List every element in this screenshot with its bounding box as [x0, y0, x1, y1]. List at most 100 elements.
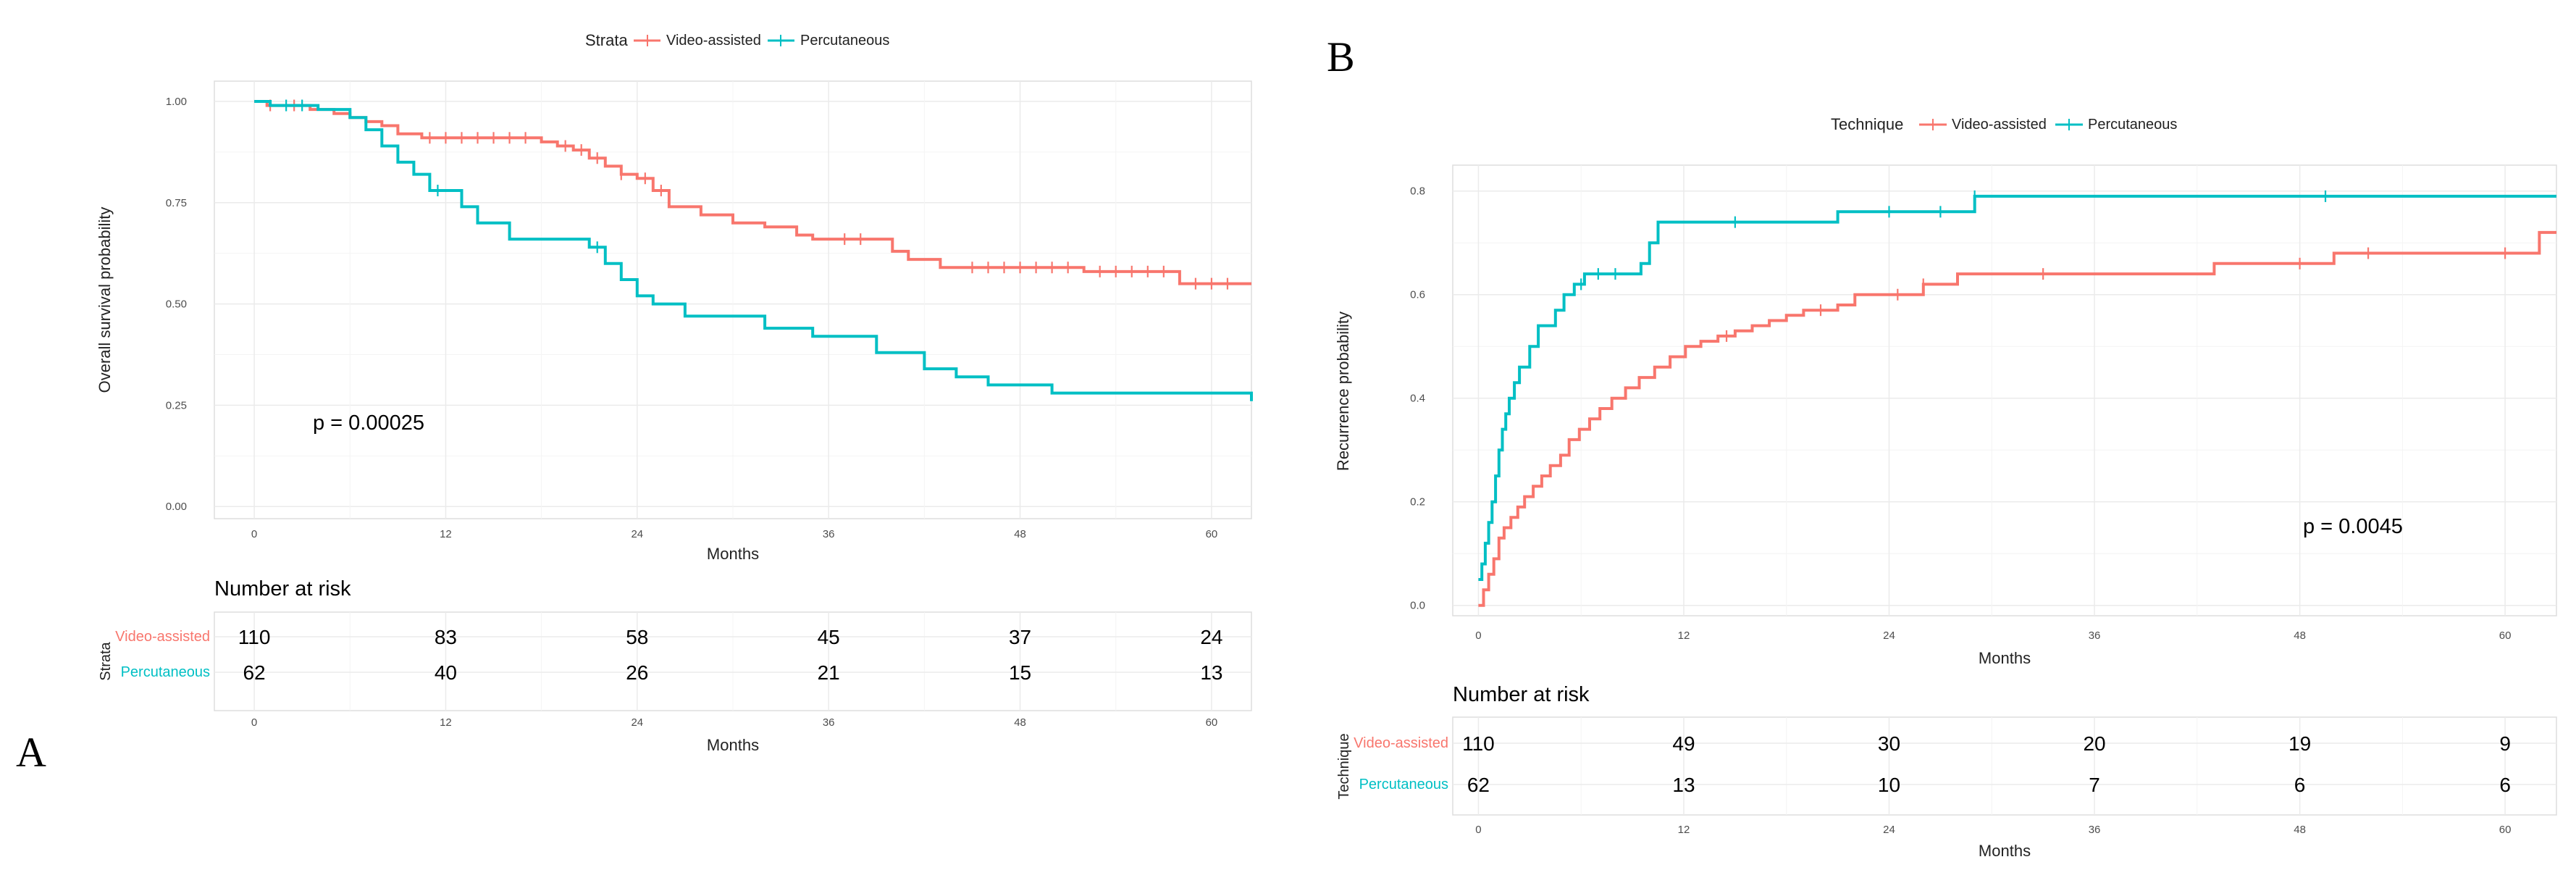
series-b	[1478, 190, 2556, 607]
risk-count: 37	[1009, 626, 1031, 648]
risk-count: 15	[1009, 661, 1031, 684]
y-tick-label: 0.25	[166, 399, 187, 411]
y-axis-label-a: Overall survival probability	[96, 207, 114, 393]
risk-count: 62	[1467, 774, 1490, 796]
risk-count: 10	[1878, 774, 1900, 796]
risk-row-name: Percutaneous	[1359, 777, 1448, 792]
x-tick-label: 60	[2499, 629, 2512, 642]
risk-count: 49	[1672, 732, 1695, 755]
risk-count: 21	[818, 661, 840, 684]
p-value-a: p = 0.00025	[313, 411, 424, 435]
legend-entry-video-b: Video-assisted	[1952, 117, 2047, 133]
risk-table-a: Video-assisted 110 83 58 45 37 24 Percutaneous 6…	[115, 612, 1251, 729]
x-tick-label: 12	[1678, 629, 1690, 642]
risk-count: 58	[626, 626, 648, 648]
legend-entry-perc-a: Percutaneous	[800, 33, 889, 49]
risk-x-axis-label-a: Months	[707, 736, 759, 754]
x-tick-label: 48	[2294, 629, 2306, 642]
risk-x-tick-label: 0	[251, 716, 257, 729]
risk-table-panel-b	[1452, 716, 2557, 816]
risk-x-tick-label: 24	[1883, 824, 1895, 836]
x-tick-label: 0	[251, 528, 257, 540]
risk-count: 26	[626, 661, 648, 684]
risk-x-tick-label: 36	[823, 716, 835, 729]
gridlines-a	[214, 81, 1251, 519]
risk-x-tick-label: 36	[2089, 824, 2101, 836]
y-tick-label: 0.75	[166, 197, 187, 209]
risk-row-name: Video-assisted	[1354, 735, 1448, 751]
risk-x-tick-label: 48	[2294, 824, 2306, 836]
series-line	[1478, 194, 2556, 581]
x-axis-label-a: Months	[707, 545, 759, 563]
x-tick-label: 24	[1883, 629, 1895, 642]
risk-count: 7	[2089, 774, 2100, 796]
risk-x-tick-label: 12	[1678, 824, 1690, 836]
risk-x-tick-label: 60	[2499, 824, 2512, 836]
y-tick-label: 0.00	[166, 501, 187, 513]
gridlines-b	[1453, 165, 2556, 616]
x-tick-label: 60	[1206, 528, 1218, 540]
risk-count: 19	[2288, 732, 2311, 755]
y-tick-label: 0.8	[1410, 185, 1425, 198]
y-tick-label: 0.4	[1410, 393, 1425, 405]
x-tick-label: 36	[2089, 629, 2101, 642]
y-tick-label: 0.6	[1410, 289, 1425, 301]
y-tick-label: 0.2	[1410, 496, 1425, 509]
series-line	[254, 100, 1253, 401]
risk-count: 30	[1878, 732, 1900, 755]
risk-strata-label-b: Technique	[1336, 733, 1352, 799]
panel-b: B Technique Video-assisted Percutaneous …	[1327, 33, 2557, 860]
legend-entry-video-a: Video-assisted	[666, 33, 761, 49]
risk-count: 9	[2499, 732, 2511, 755]
legend-title-b: Technique	[1831, 115, 1903, 133]
x-tick-label: 24	[631, 528, 643, 540]
panel-label-a: A	[16, 729, 46, 776]
y-ticks-b: 0.0 0.2 0.4 0.6 0.8	[1410, 185, 1425, 612]
risk-count: 13	[1200, 661, 1222, 684]
risk-count: 62	[243, 661, 265, 684]
risk-count: 110	[1462, 732, 1495, 755]
legend-a: Strata Video-assisted Percutaneous	[585, 31, 889, 49]
y-axis-label-b: Recurrence probability	[1334, 311, 1352, 471]
x-tick-label: 12	[440, 528, 452, 540]
y-tick-label: 0.50	[166, 298, 187, 311]
risk-x-tick-label: 12	[440, 716, 452, 729]
risk-strata-label-a: Strata	[98, 641, 114, 680]
series-a	[254, 99, 1253, 401]
risk-row-name: Percutaneous	[121, 664, 210, 680]
risk-count: 24	[1200, 626, 1222, 648]
x-tick-label: 36	[823, 528, 835, 540]
y-tick-label: 1.00	[166, 96, 187, 108]
risk-x-tick-label: 0	[1475, 824, 1481, 836]
risk-count: 6	[2499, 774, 2511, 796]
risk-count: 20	[2083, 732, 2105, 755]
x-tick-label: 0	[1475, 629, 1481, 642]
risk-count: 40	[435, 661, 457, 684]
risk-count: 110	[238, 626, 271, 648]
risk-table-title-a: Number at risk	[214, 577, 351, 601]
risk-count: 83	[435, 626, 457, 648]
risk-count: 13	[1672, 774, 1695, 796]
x-tick-label: 48	[1014, 528, 1026, 540]
panel-a: A Strata Video-assisted Percutaneous 0.0…	[16, 31, 1253, 776]
risk-table-title-b: Number at risk	[1453, 683, 1590, 706]
legend-entry-perc-b: Percutaneous	[2088, 117, 2177, 133]
series-line	[1478, 230, 2556, 607]
risk-row-name: Video-assisted	[115, 629, 210, 645]
x-axis-label-b: Months	[1979, 649, 2031, 667]
risk-x-tick-label: 24	[631, 716, 643, 729]
risk-x-axis-label-b: Months	[1979, 842, 2031, 860]
risk-x-tick-label: 60	[1206, 716, 1218, 729]
panel-label-b: B	[1327, 33, 1355, 80]
p-value-b: p = 0.0045	[2303, 515, 2403, 538]
risk-x-tick-label: 48	[1014, 716, 1026, 729]
plot-panel-b	[1452, 164, 2557, 616]
risk-count: 6	[2294, 774, 2306, 796]
x-ticks-b: 0 12 24 36 48 60	[1475, 629, 2511, 642]
legend-b: Technique Video-assisted Percutaneous	[1831, 115, 2177, 133]
y-ticks-a: 0.00 0.25 0.50 0.75 1.00	[166, 96, 187, 513]
legend-title-a: Strata	[585, 31, 628, 49]
y-tick-label: 0.0	[1410, 600, 1425, 612]
